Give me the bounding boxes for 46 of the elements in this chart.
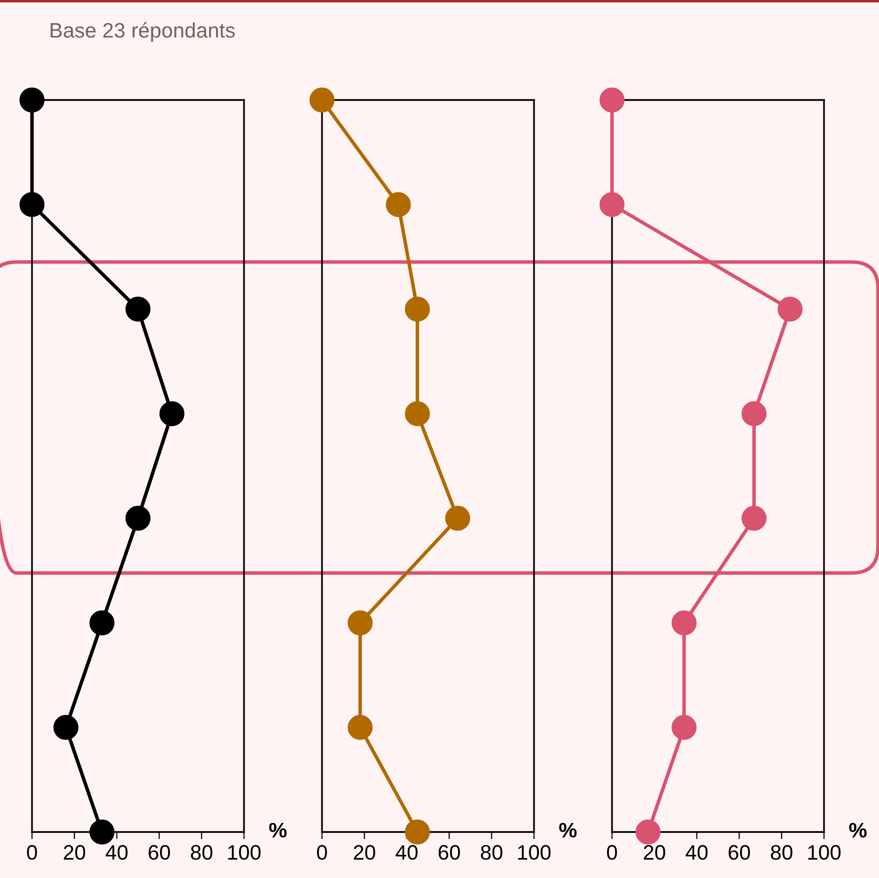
point xyxy=(672,610,697,636)
point xyxy=(404,296,430,322)
point xyxy=(348,714,373,740)
point xyxy=(742,401,767,426)
point xyxy=(89,820,114,844)
point xyxy=(89,610,114,636)
x-tick-label: 0 xyxy=(27,845,37,860)
x-tick-label: 40 xyxy=(396,845,418,860)
point xyxy=(404,401,430,426)
point xyxy=(672,714,697,740)
point xyxy=(742,506,767,531)
x-tick-label: 60 xyxy=(148,845,170,860)
x-axis-title: % xyxy=(559,822,577,838)
x-tick-label: 100 xyxy=(518,845,551,860)
point xyxy=(348,610,373,636)
x-tick-label: 60 xyxy=(728,845,750,860)
point xyxy=(386,192,411,218)
point xyxy=(53,714,78,740)
point xyxy=(20,88,44,112)
x-tick-label: 0 xyxy=(607,845,617,860)
x-tick-label: 20 xyxy=(644,845,666,860)
point xyxy=(310,88,334,112)
x-axis-title: % xyxy=(269,822,287,838)
point xyxy=(126,506,150,531)
point xyxy=(126,296,150,322)
x-tick-label: 40 xyxy=(686,845,708,860)
point xyxy=(778,296,803,322)
x-tick-label: 100 xyxy=(808,845,841,860)
x-tick-label: 20 xyxy=(354,845,376,860)
x-tick-label: 100 xyxy=(228,845,261,860)
x-tick-label: 80 xyxy=(770,845,792,860)
x-tick-label: 20 xyxy=(64,845,86,860)
x-tick-label: 40 xyxy=(106,845,128,860)
x-axis-title: % xyxy=(849,822,867,838)
x-tick-label: 60 xyxy=(438,845,460,860)
point xyxy=(404,820,430,844)
point xyxy=(600,192,624,218)
x-tick-label: 80 xyxy=(190,845,212,860)
x-tick-label: 80 xyxy=(480,845,502,860)
x-tick-label: 0 xyxy=(317,845,327,860)
point xyxy=(20,192,44,218)
text: Base 23 répondants xyxy=(50,22,235,42)
point xyxy=(159,401,184,426)
point xyxy=(445,506,470,531)
point xyxy=(636,820,661,844)
point xyxy=(600,88,624,112)
